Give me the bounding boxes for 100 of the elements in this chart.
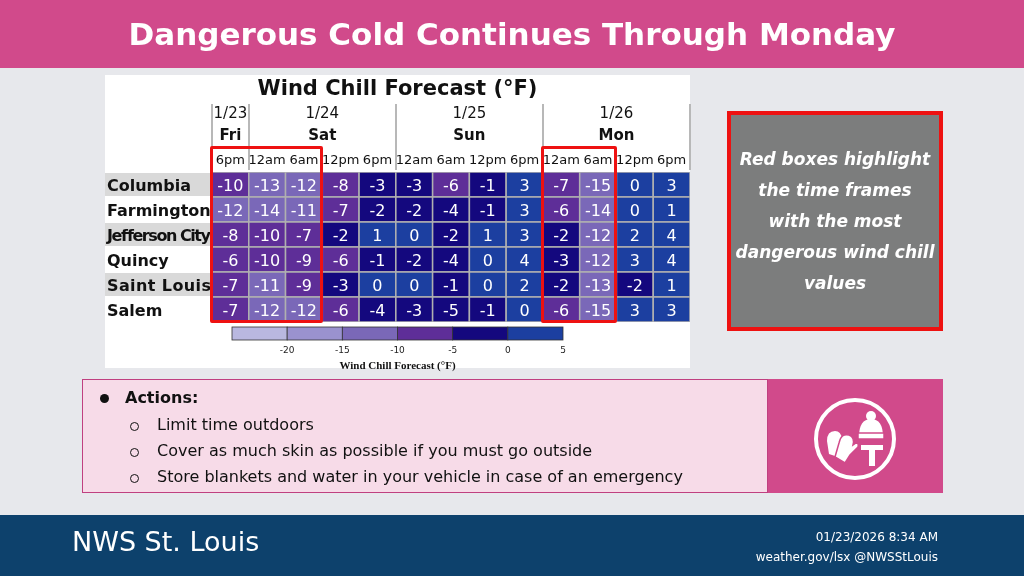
data-label: -14	[254, 200, 281, 220]
data-label: 0	[409, 275, 420, 295]
data-label: -2	[406, 250, 423, 270]
data-label: 4	[666, 250, 677, 270]
data-label: 4	[519, 250, 530, 270]
data-label: -8	[222, 225, 239, 245]
data-label: -12	[290, 175, 317, 195]
text: Actions:	[125, 388, 199, 407]
data-label: -2	[553, 225, 570, 245]
data-label: -3	[553, 250, 570, 270]
data-label: 3	[629, 250, 640, 270]
data-label: -3	[369, 175, 386, 195]
data-label: -2	[332, 225, 349, 245]
x-tick-label: 6am	[436, 152, 466, 167]
x-tick-label: 12pm	[616, 152, 654, 167]
text: Sun	[452, 126, 487, 144]
data-label: 1	[666, 275, 677, 295]
data-label: 0	[409, 225, 420, 245]
data-label: -6	[443, 175, 459, 195]
data-label: 0	[372, 275, 383, 295]
data-label: -7	[222, 275, 239, 295]
data-label: 4	[666, 225, 677, 245]
data-label: -7	[295, 225, 312, 245]
x-tick-label: 6am	[289, 152, 319, 167]
data-label: 2	[629, 225, 640, 245]
x-tick-label: 6pm	[509, 152, 540, 167]
data-label: -14	[585, 200, 612, 220]
data-label: 0	[629, 200, 640, 220]
data-label: -8	[332, 175, 349, 195]
data-label: -9	[295, 250, 312, 270]
data-label: 3	[519, 225, 530, 245]
text: Red boxes highlight the time frames with the most dangerous wind chill values	[727, 111, 943, 331]
y-tick-label: Farmington	[107, 200, 211, 220]
data-label: -12	[585, 250, 612, 270]
data-label: -15	[585, 175, 612, 195]
color-bar-label: 5	[560, 345, 566, 355]
data-label: 3	[629, 300, 640, 320]
data-label: -4	[443, 250, 459, 270]
data-label: -3	[406, 175, 423, 195]
x-tick-label: 12am	[248, 152, 286, 167]
data-label: -2	[626, 275, 643, 295]
data-label: -1	[369, 250, 386, 270]
color-bar-label: -20	[279, 345, 295, 355]
y-tick-label: Jefferson City	[106, 225, 212, 245]
text: Mon	[597, 126, 636, 144]
data-label: 3	[519, 175, 530, 195]
data-label: 0	[482, 250, 493, 270]
color-bar-label: -5	[448, 345, 458, 355]
data-label: -7	[222, 300, 239, 320]
data-label: 3	[519, 200, 530, 220]
y-tick-label: Columbia	[107, 175, 192, 195]
data-label: -2	[406, 200, 423, 220]
text: 01/23/2026 8:34 AM	[815, 530, 938, 544]
data-label: -9	[295, 275, 312, 295]
data-label: 0	[482, 275, 493, 295]
x-tick-label: 12pm	[469, 152, 507, 167]
y-tick-label: Saint Louis	[107, 275, 211, 295]
x-tick-label: 12pm	[321, 152, 360, 167]
text: weather.gov/lsx @NWSStLouis	[755, 550, 938, 564]
data-label: -2	[369, 200, 386, 220]
color-bar-title: Wind Chill Forecast (°F)	[339, 359, 456, 372]
data-label: -7	[553, 175, 570, 195]
data-label: -12	[585, 225, 612, 245]
data-label: -6	[222, 250, 239, 270]
data-label: -3	[406, 300, 423, 320]
data-label: -2	[553, 275, 570, 295]
data-label: -1	[479, 175, 496, 195]
data-label: -5	[443, 300, 459, 320]
text: Cover as much skin as possible if you must go outside	[157, 441, 593, 460]
data-label: -2	[443, 225, 459, 245]
data-label: -12	[254, 300, 281, 320]
data-label: 3	[666, 175, 677, 195]
data-label: -12	[217, 200, 244, 220]
text: NWS St. Louis	[72, 526, 260, 557]
data-label: -6	[332, 300, 349, 320]
data-label: 2	[519, 275, 530, 295]
text: 1/25	[451, 104, 488, 122]
text: 1/26	[598, 104, 635, 122]
text: Limit time outdoors	[157, 415, 314, 434]
text: 1/24	[304, 104, 341, 122]
color-bar-label: -10	[390, 345, 406, 355]
color-bar-label: -15	[334, 345, 350, 355]
data-label: -4	[369, 300, 386, 320]
y-tick-label: Salem	[107, 300, 163, 320]
chart-title: Dangerous Cold Continues Through Monday	[0, 0, 1024, 68]
x-tick-label: 12am	[395, 152, 433, 167]
data-label: -1	[479, 200, 496, 220]
data-label: -6	[553, 200, 570, 220]
data-label: -1	[443, 275, 459, 295]
data-label: -11	[254, 275, 281, 295]
data-label: -6	[553, 300, 570, 320]
data-label: -6	[332, 250, 349, 270]
x-tick-label: 6pm	[215, 152, 245, 167]
data-label: -3	[332, 275, 349, 295]
data-label: 0	[629, 175, 640, 195]
text: 1/23	[212, 104, 249, 122]
data-label: -1	[479, 300, 496, 320]
data-label: 1	[666, 200, 677, 220]
data-label: 1	[372, 225, 383, 245]
data-label: 1	[482, 225, 493, 245]
